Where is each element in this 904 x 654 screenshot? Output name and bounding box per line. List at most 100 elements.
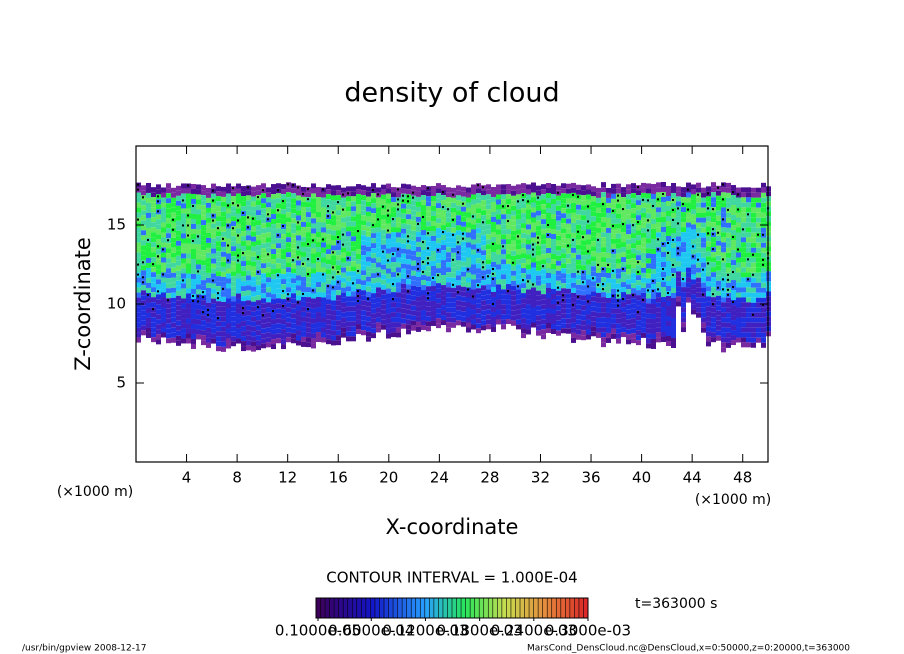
- field-cell: [616, 223, 621, 229]
- field-cell: [426, 191, 431, 197]
- field-cell: [221, 331, 226, 337]
- field-cell: [301, 186, 306, 192]
- field-cell: [241, 266, 246, 272]
- field-cell: [171, 282, 176, 288]
- field-cell: [251, 316, 256, 322]
- field-cell: [616, 218, 621, 224]
- field-cell: [281, 239, 286, 245]
- field-cell: [736, 217, 741, 223]
- field-cell: [406, 224, 411, 230]
- contour-dot: [617, 194, 619, 197]
- field-cell: [626, 289, 631, 295]
- field-cell: [596, 212, 601, 218]
- field-cell: [631, 218, 636, 224]
- contour-dot: [692, 255, 694, 258]
- field-cell: [351, 266, 356, 272]
- field-cell: [586, 234, 591, 240]
- field-cell: [351, 226, 356, 232]
- field-cell: [261, 183, 266, 189]
- contour-dot: [452, 193, 454, 196]
- field-cell: [166, 243, 171, 249]
- field-cell: [231, 286, 236, 292]
- field-cell: [556, 255, 561, 261]
- contour-dot: [242, 312, 244, 315]
- field-cell: [696, 297, 701, 303]
- field-cell: [351, 296, 356, 302]
- contour-dot: [407, 195, 409, 198]
- field-cell: [286, 227, 291, 233]
- field-cell: [286, 232, 291, 238]
- field-cell: [421, 220, 426, 226]
- contour-dot: [737, 248, 739, 251]
- contour-dot: [527, 280, 529, 283]
- contour-dot: [702, 268, 704, 271]
- field-cell: [311, 273, 316, 279]
- field-cell: [271, 254, 276, 260]
- field-cell: [676, 266, 681, 272]
- field-cell: [411, 315, 416, 321]
- field-cell: [541, 309, 546, 315]
- field-cell: [571, 207, 576, 213]
- field-cell: [281, 324, 286, 330]
- field-cell: [531, 207, 536, 213]
- field-cell: [651, 333, 656, 339]
- field-cell: [496, 284, 501, 290]
- field-cell: [136, 317, 141, 323]
- field-cell: [646, 233, 651, 239]
- field-cell: [331, 280, 336, 286]
- field-cell: [471, 254, 476, 260]
- field-cell: [666, 280, 671, 286]
- contour-dot: [427, 232, 429, 235]
- contour-dot: [217, 317, 219, 320]
- field-cell: [641, 217, 646, 223]
- field-cell: [346, 206, 351, 212]
- field-cell: [691, 279, 696, 285]
- field-cell: [351, 191, 356, 197]
- field-cell: [611, 328, 616, 334]
- field-cell: [266, 257, 271, 263]
- field-cell: [321, 202, 326, 208]
- field-cell: [536, 270, 541, 276]
- field-cell: [256, 340, 261, 346]
- field-cell: [501, 314, 506, 320]
- field-cell: [506, 224, 511, 230]
- field-cell: [416, 286, 421, 292]
- field-cell: [611, 203, 616, 209]
- contour-dot: [137, 273, 139, 276]
- field-cell: [526, 224, 531, 230]
- field-cell: [301, 276, 306, 282]
- field-cell: [291, 338, 296, 344]
- field-cell: [511, 265, 516, 271]
- field-cell: [291, 298, 296, 304]
- field-cell: [341, 227, 346, 233]
- field-cell: [416, 276, 421, 282]
- field-cell: [486, 244, 491, 250]
- field-cell: [566, 238, 571, 244]
- field-cell: [726, 257, 731, 263]
- field-cell: [136, 252, 141, 258]
- field-cell: [361, 300, 366, 306]
- contour-dot: [392, 283, 394, 286]
- field-cell: [216, 231, 221, 237]
- field-cell: [756, 302, 761, 308]
- field-cell: [246, 335, 251, 341]
- field-cell: [396, 332, 401, 338]
- field-cell: [636, 200, 641, 206]
- field-cell: [546, 228, 551, 234]
- field-cell: [341, 292, 346, 298]
- field-cell: [736, 232, 741, 238]
- field-cell: [426, 216, 431, 222]
- field-cell: [551, 303, 556, 309]
- field-cell: [486, 239, 491, 245]
- field-cell: [671, 257, 676, 263]
- field-cell: [696, 237, 701, 243]
- field-cell: [181, 258, 186, 264]
- field-cell: [436, 188, 441, 194]
- field-cell: [571, 212, 576, 218]
- field-cell: [426, 326, 431, 332]
- contour-dot: [237, 234, 239, 237]
- field-cell: [306, 212, 311, 218]
- field-cell: [191, 258, 196, 264]
- field-cell: [711, 212, 716, 218]
- field-cell: [421, 295, 426, 301]
